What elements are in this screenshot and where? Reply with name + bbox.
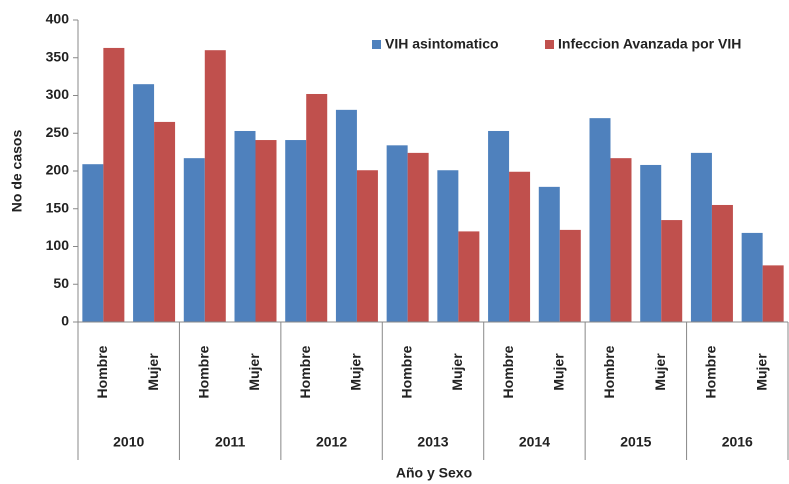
legend-label: VIH asintomatico xyxy=(385,36,499,52)
bar xyxy=(133,84,155,322)
bar xyxy=(661,220,683,322)
bar xyxy=(610,158,632,322)
bar xyxy=(559,229,581,322)
x-tick-label: Hombre xyxy=(94,345,110,398)
x-tick-label: Mujer xyxy=(449,353,465,391)
bar xyxy=(285,140,307,322)
bar xyxy=(509,171,531,322)
legend-swatch xyxy=(372,40,381,49)
bar xyxy=(82,164,104,322)
bar xyxy=(204,50,226,322)
bar xyxy=(690,152,712,322)
y-tick-label: 50 xyxy=(53,275,69,291)
bar xyxy=(741,232,763,322)
bar xyxy=(386,145,408,322)
bar xyxy=(762,265,784,322)
x-tick-label: Mujer xyxy=(246,353,262,391)
x-tick-label: Hombre xyxy=(195,345,211,398)
y-tick-label: 300 xyxy=(46,86,70,102)
y-tick-label: 350 xyxy=(46,48,70,64)
bar xyxy=(437,170,459,322)
bar xyxy=(458,231,480,322)
bar xyxy=(488,130,510,322)
bar xyxy=(356,170,378,322)
bar xyxy=(154,121,176,322)
x-tick-label: Hombre xyxy=(500,345,516,398)
bar xyxy=(407,152,429,322)
bar xyxy=(711,204,733,322)
x-tick-label: Mujer xyxy=(753,353,769,391)
group-label: 2011 xyxy=(215,434,246,450)
x-tick-label: Mujer xyxy=(348,353,364,391)
bar xyxy=(306,93,328,323)
group-label: 2016 xyxy=(722,434,753,450)
x-tick-label: Hombre xyxy=(398,345,414,398)
group-label: 2012 xyxy=(316,434,347,450)
x-tick-label: Hombre xyxy=(703,345,719,398)
bar xyxy=(103,47,125,323)
x-tick-label: Mujer xyxy=(652,353,668,391)
bar xyxy=(234,130,256,322)
group-label: 2010 xyxy=(113,434,144,450)
y-tick-label: 150 xyxy=(46,199,70,215)
y-tick-label: 400 xyxy=(46,11,70,27)
x-tick-label: Mujer xyxy=(145,353,161,391)
y-axis-title: No de casos xyxy=(9,130,25,213)
x-axis-title: Año y Sexo xyxy=(396,465,472,481)
legend-swatch xyxy=(545,40,554,49)
bar xyxy=(589,118,611,323)
group-label: 2014 xyxy=(519,434,550,450)
bar xyxy=(335,109,357,322)
y-tick-label: 250 xyxy=(46,124,70,140)
group-label: 2015 xyxy=(620,434,651,450)
bar xyxy=(538,186,560,322)
bar xyxy=(255,140,277,322)
x-tick-label: Mujer xyxy=(550,353,566,391)
y-tick-label: 200 xyxy=(46,162,70,178)
y-tick-label: 0 xyxy=(61,313,69,329)
x-tick-label: Hombre xyxy=(601,345,617,398)
bar xyxy=(640,164,662,322)
group-label: 2013 xyxy=(417,434,448,450)
x-tick-label: Hombre xyxy=(297,345,313,398)
y-tick-label: 100 xyxy=(46,237,70,253)
legend-label: Infeccion Avanzada por VIH xyxy=(558,36,741,52)
bar xyxy=(183,158,205,322)
